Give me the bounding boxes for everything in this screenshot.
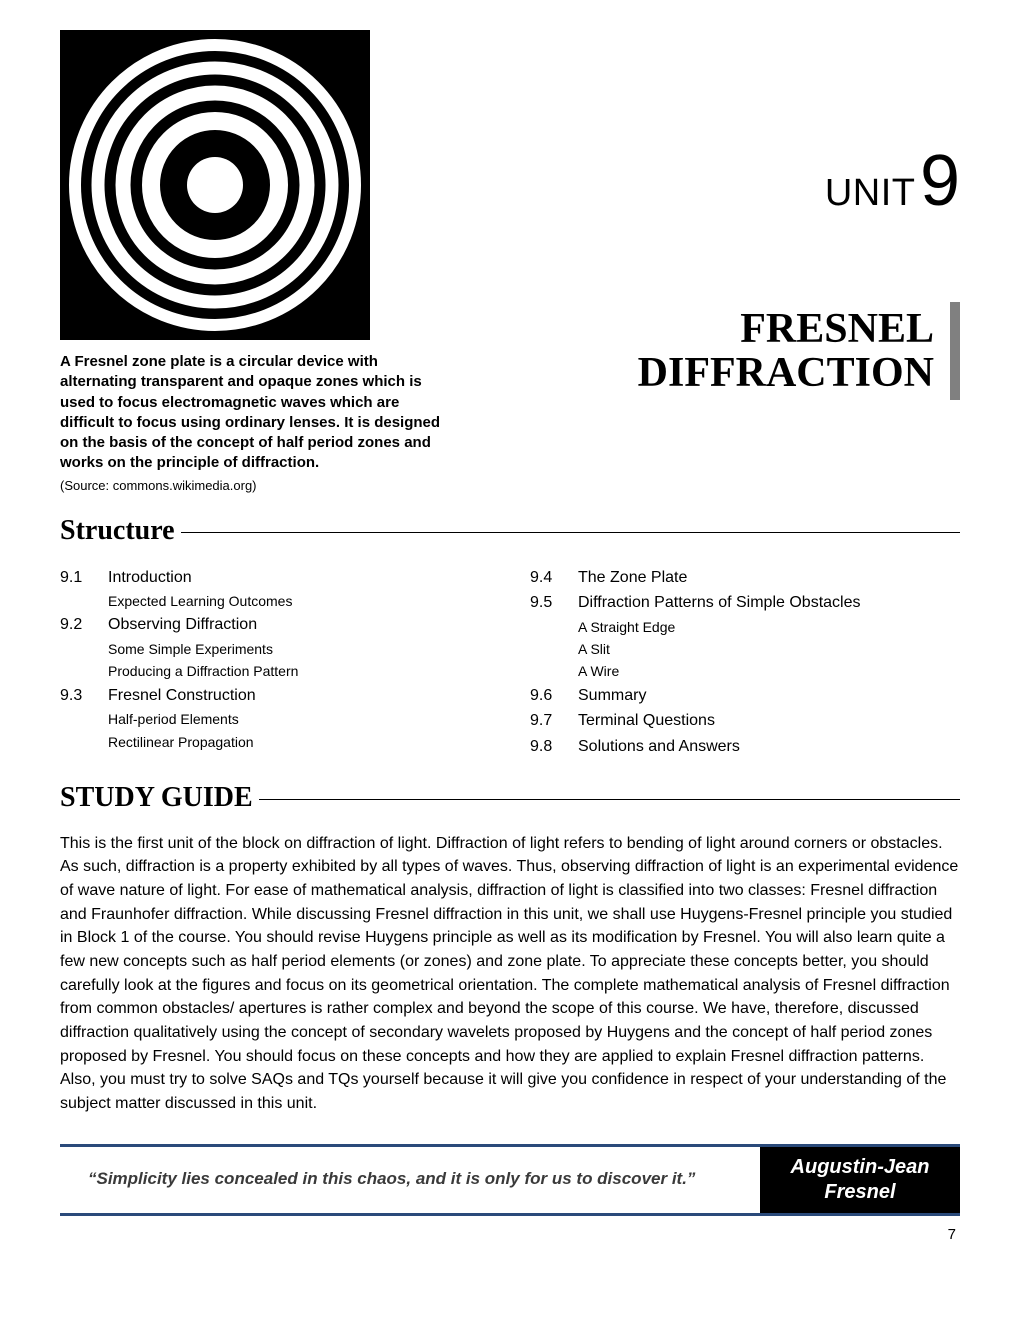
structure-item-number: 9.5 [530,590,578,616]
structure-item: 9.4The Zone Plate [530,565,960,591]
structure-heading: Structure [60,515,960,547]
unit-title: FRESNEL DIFFRACTION [638,307,950,395]
structure-subitem: A Straight Edge [530,616,960,638]
structure-subitem: A Slit [530,638,960,660]
structure-subitem: Half-period Elements [60,708,490,730]
structure-item: 9.5Diffraction Patterns of Simple Obstac… [530,590,960,616]
structure-item-number: 9.2 [60,612,108,638]
study-guide-heading-text: STUDY GUIDE [60,782,253,814]
structure-item-title: Fresnel Construction [108,683,256,709]
figure-source: (Source: commons.wikimedia.org) [60,478,450,493]
structure-subitem: Some Simple Experiments [60,638,490,660]
zone-plate-svg [60,30,370,340]
structure-list: 9.1IntroductionExpected Learning Outcome… [60,565,960,760]
study-guide-heading: STUDY GUIDE [60,782,960,814]
structure-subitem: Expected Learning Outcomes [60,590,490,612]
structure-item-title: Observing Diffraction [108,612,257,638]
figure-caption: A Fresnel zone plate is a circular devic… [60,352,450,474]
structure-item-title: Summary [578,683,646,709]
structure-column-right: 9.4The Zone Plate9.5Diffraction Patterns… [530,565,960,760]
structure-item: 9.3Fresnel Construction [60,683,490,709]
page-number: 7 [60,1226,960,1243]
unit-heading: UNIT 9 [480,140,960,222]
structure-item: 9.2Observing Diffraction [60,612,490,638]
structure-item-number: 9.4 [530,565,578,591]
title-block: FRESNEL DIFFRACTION [480,302,960,400]
structure-item-number: 9.7 [530,708,578,734]
quote-author: Augustin-Jean Fresnel [760,1147,960,1213]
structure-subitem: Producing a Diffraction Pattern [60,660,490,682]
structure-item-title: Terminal Questions [578,708,715,734]
quote-text: “Simplicity lies concealed in this chaos… [60,1147,760,1213]
structure-item-number: 9.1 [60,565,108,591]
structure-item-title: Introduction [108,565,192,591]
structure-item-title: Diffraction Patterns of Simple Obstacles [578,590,861,616]
structure-item-title: Solutions and Answers [578,734,740,760]
study-guide-heading-rule [259,799,960,800]
quote-box: “Simplicity lies concealed in this chaos… [60,1144,960,1216]
structure-item-number: 9.3 [60,683,108,709]
title-line-1: FRESNEL [740,306,934,352]
structure-heading-rule [181,532,960,533]
study-guide-body: This is the first unit of the block on d… [60,832,960,1116]
structure-heading-text: Structure [60,515,175,547]
title-accent-bar [950,302,960,400]
structure-item-number: 9.8 [530,734,578,760]
structure-item-title: The Zone Plate [578,565,687,591]
structure-item: 9.8Solutions and Answers [530,734,960,760]
structure-item-number: 9.6 [530,683,578,709]
structure-column-left: 9.1IntroductionExpected Learning Outcome… [60,565,490,760]
zone-plate-figure [60,30,370,340]
structure-subitem: A Wire [530,660,960,682]
unit-number: 9 [920,141,960,221]
structure-subitem: Rectilinear Propagation [60,731,490,753]
structure-item: 9.7Terminal Questions [530,708,960,734]
title-line-2: DIFFRACTION [638,350,934,396]
structure-item: 9.6Summary [530,683,960,709]
right-column: UNIT 9 FRESNEL DIFFRACTION [480,30,960,493]
header-section: A Fresnel zone plate is a circular devic… [60,30,960,493]
unit-label: UNIT [825,172,916,214]
structure-item: 9.1Introduction [60,565,490,591]
left-column: A Fresnel zone plate is a circular devic… [60,30,450,493]
